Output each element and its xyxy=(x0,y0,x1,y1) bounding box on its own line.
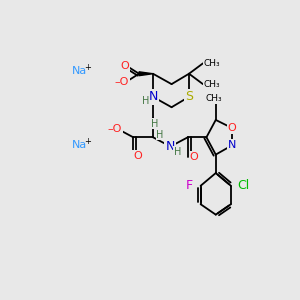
Text: +: + xyxy=(84,137,91,146)
Text: N: N xyxy=(148,90,158,103)
Text: N: N xyxy=(228,140,236,150)
Text: –O: –O xyxy=(114,77,129,87)
Text: Cl: Cl xyxy=(237,179,249,192)
Text: F: F xyxy=(186,179,194,192)
Text: CH₃: CH₃ xyxy=(204,59,220,68)
Text: Na: Na xyxy=(72,66,87,76)
Text: H: H xyxy=(174,147,181,157)
Text: –O: –O xyxy=(107,124,122,134)
Text: H: H xyxy=(156,130,164,140)
Text: H: H xyxy=(151,119,158,129)
Text: CH₃: CH₃ xyxy=(206,94,223,103)
Text: S: S xyxy=(185,90,193,103)
Polygon shape xyxy=(139,72,153,76)
Text: O: O xyxy=(228,123,236,133)
Text: +: + xyxy=(84,63,91,72)
Text: O: O xyxy=(120,61,129,70)
Text: O: O xyxy=(134,151,142,161)
Text: CH₃: CH₃ xyxy=(204,80,220,88)
Text: N: N xyxy=(166,140,175,153)
Text: O: O xyxy=(190,152,198,162)
Text: Na: Na xyxy=(72,140,87,150)
Text: H: H xyxy=(142,96,149,106)
